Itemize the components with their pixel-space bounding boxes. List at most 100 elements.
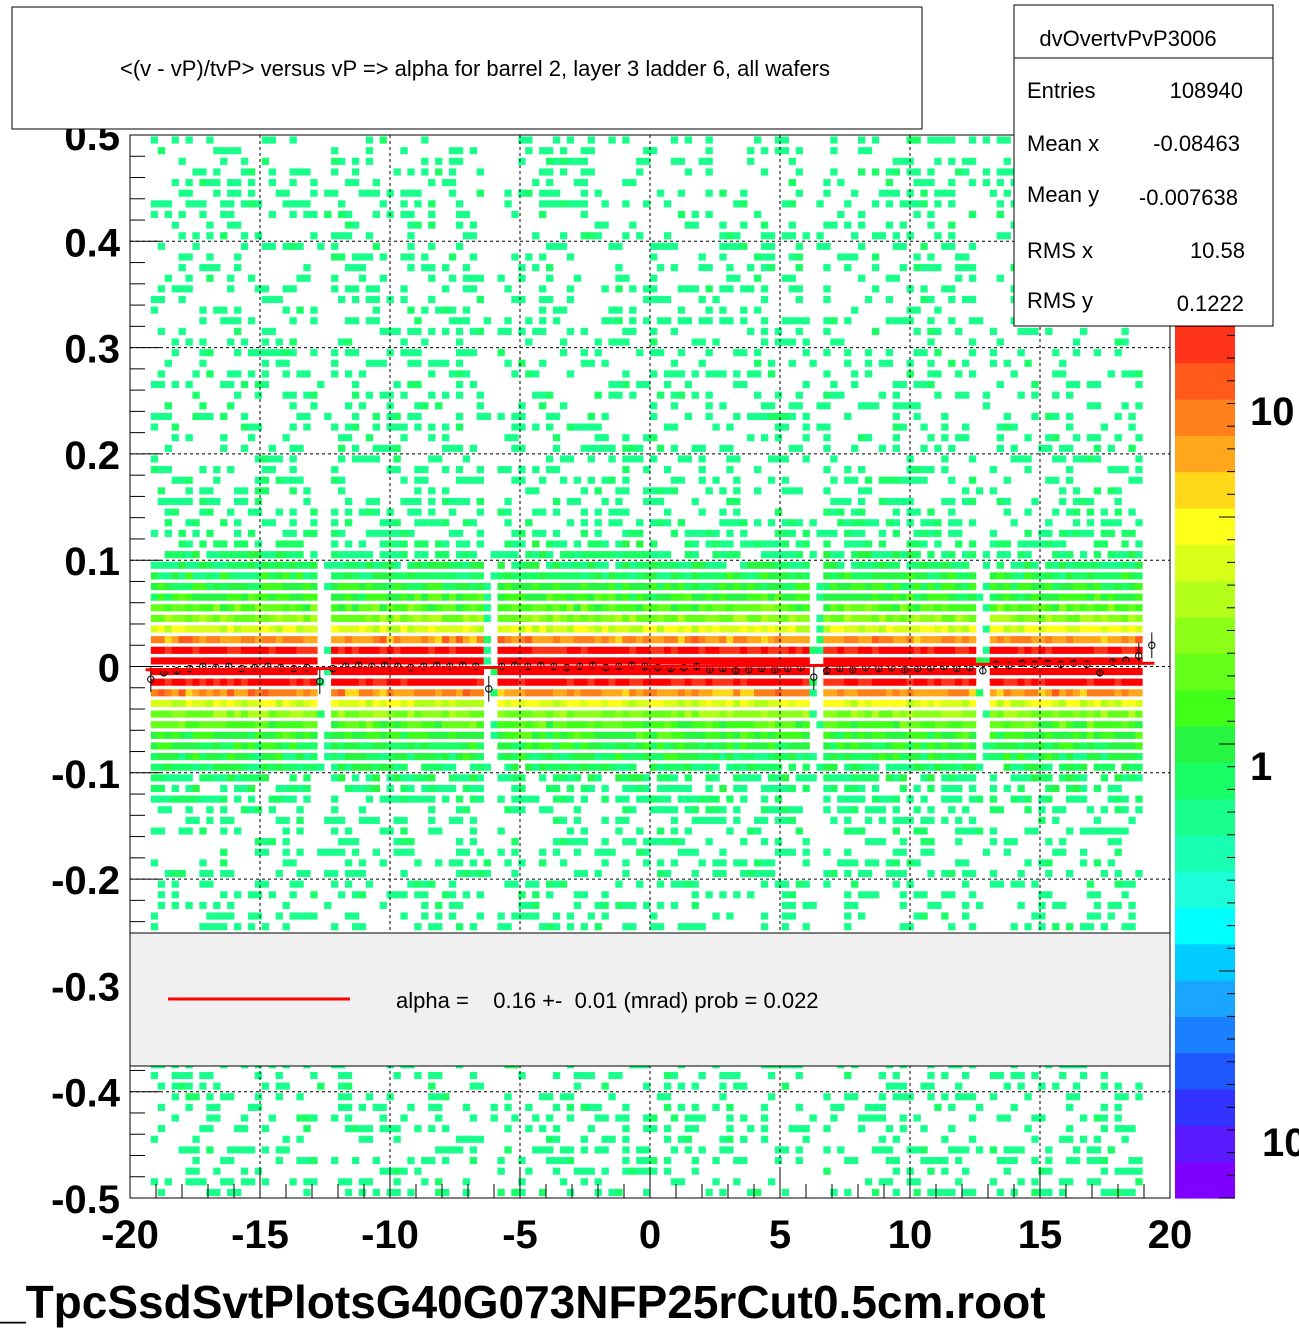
heatmap-cell [670,604,679,612]
heatmap-cell [663,1167,672,1175]
heatmap-cell [636,699,644,708]
heatmap-cell [227,901,235,909]
heatmap-cell [823,721,831,729]
heatmap-cell [247,742,256,750]
heatmap-cell [247,189,256,197]
heatmap-cell [435,1093,443,1101]
heatmap-cell [705,657,713,665]
heatmap-cell [636,848,644,856]
heatmap-cell [878,1103,887,1111]
heatmap-cell [476,912,484,920]
heatmap-cell [206,1071,214,1080]
heatmap-cell [275,625,283,633]
heatmap-cell [594,508,602,516]
heatmap-cell [684,774,692,782]
heatmap-cell [289,551,297,559]
heatmap-cell [781,455,790,463]
heatmap-cell [587,136,595,144]
heatmap-cell [726,264,734,272]
heatmap-cell [601,434,609,442]
heatmap-cell [580,179,588,187]
heatmap-cell [351,668,360,676]
heatmap-cell [407,412,415,421]
heatmap-cell [885,1178,894,1186]
heatmap-cell [213,179,221,187]
heatmap-cell [220,540,228,548]
heatmap-cell [268,753,276,761]
heatmap-cell [643,200,651,208]
heatmap-cell [587,1125,595,1133]
heatmap-cell [837,710,845,718]
heatmap-cell [462,668,471,676]
heatmap-cell [858,710,866,718]
heatmap-cell [851,476,859,484]
heatmap-cell [365,391,374,399]
heatmap-cell [372,774,380,782]
heatmap-cell [254,200,263,208]
heatmap-cell [497,753,505,761]
heatmap-cell [559,338,568,346]
heatmap-cell [185,795,193,803]
heatmap-cell [296,540,304,548]
heatmap-cell [760,412,769,421]
heatmap-cell [192,1093,200,1101]
heatmap-cell [199,1082,207,1090]
heatmap-cell [747,699,755,708]
heatmap-cell [559,614,568,622]
heatmap-cell [774,508,783,516]
heatmap-cell [705,412,713,421]
heatmap-cell [719,848,727,856]
heatmap-cell [615,742,623,750]
heatmap-cell [462,1188,471,1196]
heatmap-cell [344,593,353,601]
heatmap-cell [663,561,672,569]
heatmap-cell [552,721,561,729]
heatmap-cell [892,774,900,782]
heatmap-cell [844,253,852,261]
heatmap-cell [663,572,672,580]
heatmap-cell [199,200,207,208]
heatmap-cell [858,731,866,739]
heatmap-cell [663,593,672,601]
heatmap-cell [532,551,540,559]
heatmap-cell [892,1082,900,1090]
heatmap-cell [754,519,762,527]
heatmap-cell [206,1125,214,1133]
heatmap-cell [261,338,270,346]
heatmap-cell [684,795,692,803]
heatmap-cell [837,806,845,814]
heatmap-cell [677,455,686,463]
heatmap-cell [615,519,623,527]
heatmap-cell [448,636,457,644]
heatmap-cell [455,317,464,325]
heatmap-cell [462,264,471,272]
heatmap-cell [400,721,408,729]
heatmap-cell [559,1146,568,1154]
heatmap-cell [656,838,665,846]
heatmap-cell [497,466,505,474]
heatmap-cell [289,200,297,208]
heatmap-cell [580,529,588,537]
heatmap-cell [476,295,484,304]
heatmap-cell [546,689,554,697]
heatmap-cell [358,572,367,580]
heatmap-cell [851,880,859,888]
heatmap-cell [289,349,297,357]
heatmap-cell [726,519,734,527]
heatmap-cell [213,699,221,708]
heatmap-cell [539,168,547,176]
heatmap-cell [178,497,186,506]
heatmap-cell [566,678,575,686]
heatmap-cell [864,838,873,846]
heatmap-cell [858,147,866,155]
heatmap-cell [442,1093,450,1101]
heatmap-cell [199,412,207,421]
heatmap-cell [504,200,512,208]
heatmap-cell [858,582,866,591]
heatmap-cell [844,869,852,878]
heatmap-cell [351,923,360,931]
heatmap-cell [171,636,179,644]
heatmap-cell [601,699,609,708]
heatmap-cell [650,551,658,559]
heatmap-cell [296,242,304,250]
